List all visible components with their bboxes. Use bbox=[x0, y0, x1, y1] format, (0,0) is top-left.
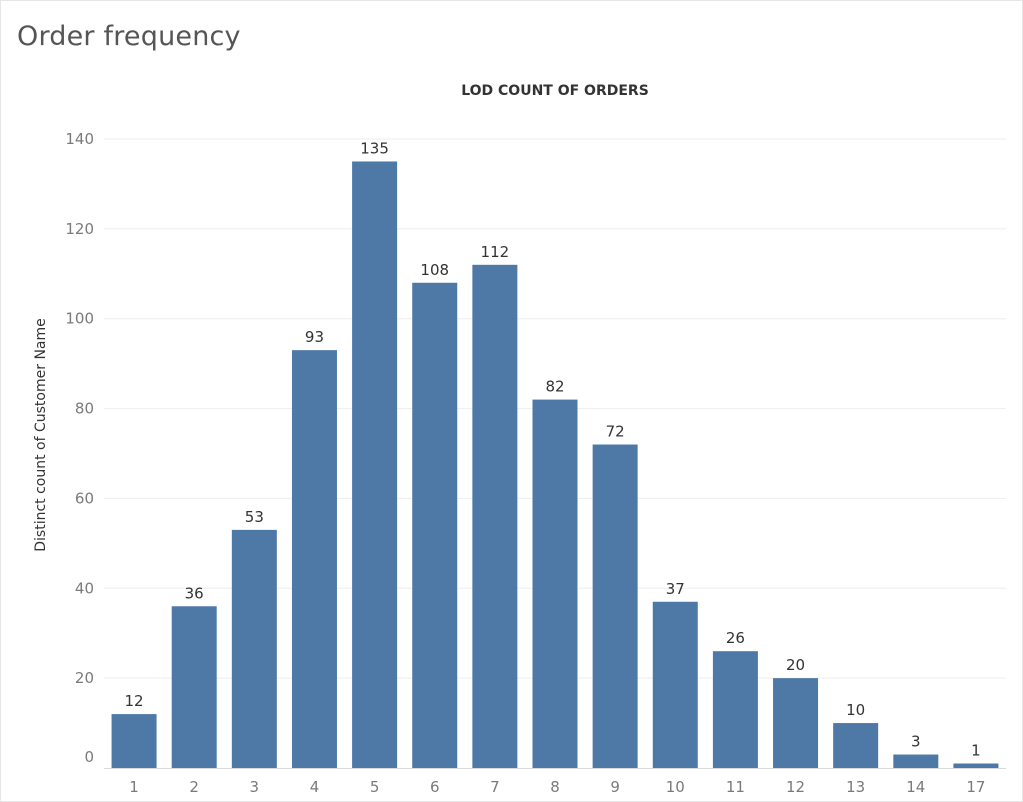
bar bbox=[472, 264, 518, 768]
y-tick-label: 80 bbox=[75, 400, 94, 418]
x-tick-label: 12 bbox=[786, 778, 805, 796]
bar bbox=[111, 714, 157, 768]
x-tick-label: 6 bbox=[430, 778, 440, 796]
x-tick-label: 9 bbox=[610, 778, 620, 796]
x-tick-label: 10 bbox=[666, 778, 685, 796]
bar bbox=[291, 350, 337, 768]
bar bbox=[773, 678, 819, 768]
bar-value-label: 26 bbox=[726, 629, 745, 647]
bar bbox=[833, 723, 879, 768]
x-tick-label: 1 bbox=[129, 778, 139, 796]
bar bbox=[893, 754, 939, 768]
x-axis-title: LOD COUNT OF ORDERS bbox=[461, 83, 649, 99]
bar bbox=[652, 601, 698, 768]
bar-value-label: 20 bbox=[786, 656, 805, 674]
page-title: Order frequency bbox=[17, 21, 241, 52]
x-tick-label: 13 bbox=[846, 778, 865, 796]
bar bbox=[171, 606, 217, 768]
bar-value-label: 1 bbox=[971, 742, 981, 760]
bar-value-label: 82 bbox=[545, 378, 564, 396]
x-tick-label: 11 bbox=[726, 778, 745, 796]
bar-value-label: 93 bbox=[305, 328, 324, 346]
x-tick-label: 8 bbox=[550, 778, 560, 796]
bar bbox=[953, 763, 999, 768]
bar-value-label: 135 bbox=[360, 139, 389, 157]
bar-value-label: 108 bbox=[420, 261, 449, 279]
bar-value-label: 37 bbox=[666, 580, 685, 598]
data-labels: 12 36 53 93 135 108 112 82 72 37 26 20 10 3 1 bbox=[125, 139, 981, 759]
y-tick-label: 0 bbox=[84, 748, 94, 766]
bar-value-label: 10 bbox=[846, 701, 865, 719]
y-tick-label: 60 bbox=[75, 489, 94, 507]
bar-value-label: 12 bbox=[125, 692, 144, 710]
y-tick-label: 100 bbox=[65, 310, 94, 328]
x-tick-label: 7 bbox=[490, 778, 500, 796]
bar bbox=[532, 399, 578, 768]
bar bbox=[412, 282, 458, 768]
bars bbox=[111, 161, 999, 768]
bar-value-label: 72 bbox=[606, 423, 625, 441]
bar bbox=[592, 444, 638, 768]
x-tick-label: 2 bbox=[189, 778, 199, 796]
bar-value-label: 53 bbox=[245, 508, 264, 526]
bar bbox=[231, 529, 277, 768]
bar-value-label: 3 bbox=[911, 733, 921, 751]
y-axis-title: Distinct count of Customer Name bbox=[33, 318, 49, 552]
bar bbox=[712, 651, 758, 768]
y-tick-label: 40 bbox=[75, 579, 94, 597]
y-axis-ticks: 0 20 40 60 80 100 120 140 bbox=[65, 130, 94, 766]
y-tick-label: 140 bbox=[65, 130, 94, 148]
y-tick-label: 120 bbox=[65, 220, 94, 238]
x-tick-label: 14 bbox=[906, 778, 925, 796]
bar-value-label: 112 bbox=[481, 243, 510, 261]
bar bbox=[352, 161, 398, 768]
x-tick-label: 3 bbox=[250, 778, 260, 796]
x-tick-label: 4 bbox=[310, 778, 320, 796]
x-tick-label: 5 bbox=[370, 778, 380, 796]
y-tick-label: 20 bbox=[75, 669, 94, 687]
bar-value-label: 36 bbox=[185, 584, 204, 602]
x-tick-label: 17 bbox=[966, 778, 985, 796]
x-axis-ticks: 1 2 3 4 5 6 7 8 9 10 11 12 13 14 17 bbox=[129, 778, 985, 796]
